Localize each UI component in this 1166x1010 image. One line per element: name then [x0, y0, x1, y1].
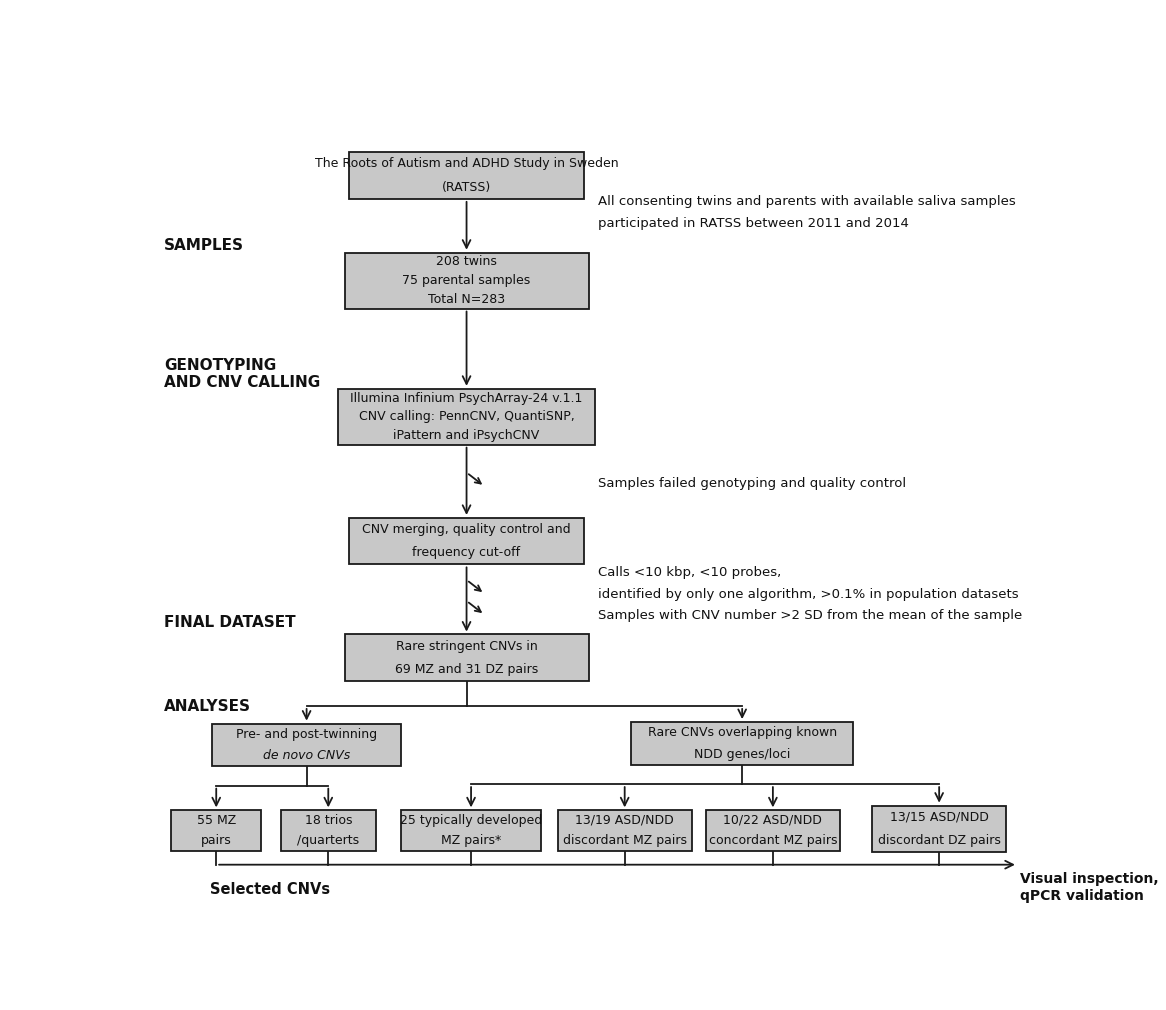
- Text: discordant DZ pairs: discordant DZ pairs: [878, 834, 1000, 847]
- Text: SAMPLES: SAMPLES: [163, 238, 244, 254]
- Text: frequency cut-off: frequency cut-off: [413, 546, 520, 560]
- Text: Pre- and post-twinning: Pre- and post-twinning: [236, 728, 377, 740]
- Text: iPattern and iPsychCNV: iPattern and iPsychCNV: [393, 429, 540, 442]
- Text: 55 MZ: 55 MZ: [197, 814, 236, 827]
- Text: Selected CNVs: Selected CNVs: [210, 882, 330, 897]
- Text: 69 MZ and 31 DZ pairs: 69 MZ and 31 DZ pairs: [395, 663, 539, 676]
- Text: 13/19 ASD/NDD: 13/19 ASD/NDD: [575, 814, 674, 827]
- Text: pairs: pairs: [201, 834, 232, 847]
- Bar: [557, 810, 691, 850]
- Bar: [345, 634, 589, 681]
- Text: 75 parental samples: 75 parental samples: [402, 274, 531, 287]
- Text: Visual inspection,
qPCR validation: Visual inspection, qPCR validation: [1020, 873, 1159, 903]
- Text: (RATSS): (RATSS): [442, 181, 491, 194]
- Bar: [401, 810, 541, 850]
- Text: All consenting twins and parents with available saliva samples: All consenting twins and parents with av…: [598, 195, 1016, 208]
- Text: 25 typically developed: 25 typically developed: [400, 814, 542, 827]
- Text: 13/15 ASD/NDD: 13/15 ASD/NDD: [890, 811, 989, 824]
- Text: de novo CNVs: de novo CNVs: [264, 749, 350, 763]
- Bar: [349, 518, 584, 565]
- Bar: [281, 810, 375, 850]
- Text: Rare stringent CNVs in: Rare stringent CNVs in: [395, 639, 538, 652]
- Text: discordant MZ pairs: discordant MZ pairs: [563, 834, 687, 847]
- Bar: [171, 810, 261, 850]
- Bar: [872, 806, 1006, 852]
- Text: Rare CNVs overlapping known: Rare CNVs overlapping known: [647, 726, 837, 739]
- Text: /quarterts: /quarterts: [297, 834, 359, 847]
- Text: CNV calling: PennCNV, QuantiSNP,: CNV calling: PennCNV, QuantiSNP,: [359, 410, 575, 423]
- Text: Samples failed genotyping and quality control: Samples failed genotyping and quality co…: [598, 477, 906, 490]
- Text: Total N=283: Total N=283: [428, 293, 505, 306]
- Text: ANALYSES: ANALYSES: [163, 699, 251, 713]
- Bar: [632, 722, 852, 765]
- Bar: [349, 153, 584, 199]
- Bar: [707, 810, 840, 850]
- Text: Illumina Infinium PsychArray-24 v.1.1: Illumina Infinium PsychArray-24 v.1.1: [350, 392, 583, 405]
- Text: participated in RATSS between 2011 and 2014: participated in RATSS between 2011 and 2…: [598, 216, 908, 229]
- Text: NDD genes/loci: NDD genes/loci: [694, 747, 791, 761]
- Text: 208 twins: 208 twins: [436, 256, 497, 269]
- Bar: [212, 723, 401, 767]
- Text: GENOTYPING
AND CNV CALLING: GENOTYPING AND CNV CALLING: [163, 358, 321, 390]
- Text: MZ pairs*: MZ pairs*: [441, 834, 501, 847]
- Text: concordant MZ pairs: concordant MZ pairs: [709, 834, 837, 847]
- Text: identified by only one algorithm, >0.1% in population datasets: identified by only one algorithm, >0.1% …: [598, 588, 1018, 601]
- Text: CNV merging, quality control and: CNV merging, quality control and: [363, 523, 571, 536]
- Bar: [345, 252, 589, 309]
- Text: FINAL DATASET: FINAL DATASET: [163, 615, 295, 630]
- Text: 10/22 ASD/NDD: 10/22 ASD/NDD: [723, 814, 822, 827]
- Text: The Roots of Autism and ADHD Study in Sweden: The Roots of Autism and ADHD Study in Sw…: [315, 158, 618, 171]
- Text: Calls <10 kbp, <10 probes,: Calls <10 kbp, <10 probes,: [598, 566, 781, 579]
- Text: 18 trios: 18 trios: [304, 814, 352, 827]
- Text: Samples with CNV number >2 SD from the mean of the sample: Samples with CNV number >2 SD from the m…: [598, 609, 1021, 622]
- Bar: [338, 389, 596, 444]
